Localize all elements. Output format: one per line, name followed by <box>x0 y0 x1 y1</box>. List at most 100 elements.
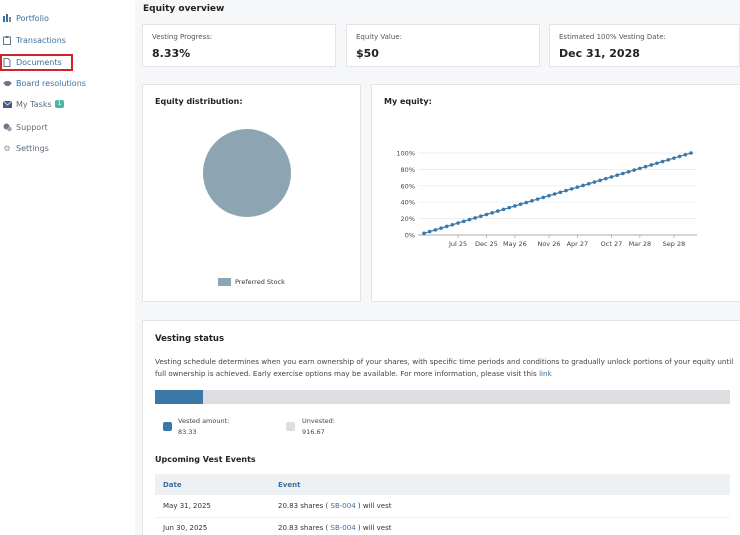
data-point <box>530 199 534 203</box>
data-point <box>564 188 568 193</box>
table-row: May 31, 2025 20.83 shares ( SB-004 ) wil… <box>155 495 730 518</box>
event-description: 20.83 shares ( SB-004 ) will vest <box>270 517 730 535</box>
stat-label: Equity Value: <box>356 33 402 41</box>
data-point <box>461 219 466 224</box>
y-tick-label: 20% <box>401 215 415 223</box>
sidebar-item-documents[interactable]: Documents <box>0 55 62 69</box>
legend-label: Preferred Stock <box>235 278 285 286</box>
sidebar: Portfolio Transactions Documents Board r… <box>0 0 135 535</box>
data-point <box>603 176 608 181</box>
y-tick-label: 40% <box>401 199 415 207</box>
data-point <box>535 197 540 201</box>
card-title: My equity: <box>384 97 432 106</box>
data-point <box>660 159 665 164</box>
x-tick-label: Jul 25 <box>448 240 467 248</box>
sidebar-item-label: Settings <box>16 143 49 153</box>
sidebar-item-label: Transactions <box>16 35 66 45</box>
x-tick-label: Sep 28 <box>663 240 686 248</box>
document-icon <box>2 57 12 67</box>
main-content: Equity overview Vesting Progress: 8.33% … <box>135 0 740 535</box>
support-icon <box>2 122 12 132</box>
page-title: Equity overview <box>143 4 225 14</box>
event-date: Jun 30, 2025 <box>155 517 270 535</box>
info-link[interactable]: link <box>539 369 552 378</box>
x-tick-label: Oct 27 <box>601 240 623 248</box>
vested-value: 83.33 <box>178 428 197 436</box>
data-point <box>541 195 546 200</box>
sidebar-item-board-resolutions[interactable]: Board resolutions <box>0 76 86 90</box>
x-tick-label: May 26 <box>503 240 527 248</box>
share-class-link[interactable]: SB-004 <box>330 501 356 510</box>
documents-highlight-box <box>0 54 73 71</box>
data-point <box>666 158 671 162</box>
data-point <box>655 161 659 166</box>
sidebar-item-label: My Tasks <box>16 99 52 109</box>
data-point <box>672 156 676 160</box>
sidebar-item-settings[interactable]: ⚙ Settings <box>0 141 49 155</box>
data-point <box>450 222 455 227</box>
vesting-progress-bar <box>155 390 730 404</box>
unvested-value: 916.67 <box>302 428 325 436</box>
data-point <box>677 154 682 159</box>
sidebar-item-label: Portfolio <box>16 13 49 23</box>
vest-events-table: Date Event May 31, 2025 20.83 shares ( S… <box>155 474 730 535</box>
data-point <box>473 216 477 220</box>
vesting-description: Vesting schedule determines when you ear… <box>155 357 734 378</box>
vesting-progress-fill <box>155 390 203 404</box>
event-date: May 31, 2025 <box>155 495 270 518</box>
vesting-status-card: Vesting status Vesting schedule determin… <box>142 320 740 535</box>
sidebar-item-label: Board resolutions <box>16 78 86 88</box>
y-tick-label: 80% <box>401 166 415 174</box>
data-point <box>427 229 432 234</box>
x-tick-label: Nov 26 <box>537 240 560 248</box>
x-tick-label: Apr 27 <box>567 240 589 248</box>
stat-value: $50 <box>356 47 379 60</box>
data-point <box>484 212 489 217</box>
data-point <box>422 231 426 236</box>
x-tick-label: Mar 28 <box>629 240 652 248</box>
pie-slice-preferred-stock <box>203 129 291 217</box>
sidebar-item-my-tasks[interactable]: My Tasks 1 <box>0 97 65 111</box>
equity-distribution-card: Equity distribution: Preferred Stock <box>142 84 361 302</box>
sidebar-item-support[interactable]: Support <box>0 120 48 134</box>
x-tick-label: Dec 25 <box>475 240 498 248</box>
share-class-link[interactable]: SB-004 <box>330 524 356 532</box>
y-tick-label: 100% <box>396 150 415 158</box>
legend-swatch <box>218 278 231 286</box>
table-row: Jun 30, 2025 20.83 shares ( SB-004 ) wil… <box>155 517 730 535</box>
data-point <box>621 171 625 176</box>
vesting-progress-card: Vesting Progress: 8.33% <box>142 24 336 67</box>
equity-line-chart: 0% 20% 40% 60% 80% 100% Jul 25 Dec 25 May 26 Nov … <box>396 150 697 248</box>
data-point <box>581 183 585 188</box>
data-point <box>689 151 693 155</box>
vested-label: Vested amount: <box>178 417 230 425</box>
data-point <box>547 193 551 198</box>
stat-label: Estimated 100% Vesting Date: <box>559 33 666 41</box>
my-equity-card: My equity: 0% 20% 40% 60% 80% 100% Jul 25 Dec 2… <box>371 84 740 302</box>
unvested-swatch <box>286 422 295 431</box>
vested-swatch <box>163 422 172 431</box>
stat-value: 8.33% <box>152 47 191 60</box>
card-title: Equity distribution: <box>155 97 243 106</box>
data-point <box>586 181 591 186</box>
data-point <box>444 224 449 229</box>
sidebar-item-transactions[interactable]: Transactions <box>0 33 66 47</box>
stat-label: Vesting Progress: <box>152 33 213 41</box>
vesting-date-card: Estimated 100% Vesting Date: Dec 31, 202… <box>549 24 740 67</box>
data-point <box>456 221 460 225</box>
data-point <box>683 152 688 157</box>
equity-value-card: Equity Value: $50 <box>346 24 540 67</box>
bar-chart-icon <box>2 13 12 23</box>
data-point <box>501 207 506 212</box>
data-point <box>490 210 494 215</box>
y-tick-label: 60% <box>401 182 415 190</box>
data-point <box>513 204 517 208</box>
gear-icon: ⚙ <box>3 143 11 153</box>
upcoming-events-title: Upcoming Vest Events <box>155 455 256 464</box>
data-point <box>479 214 483 219</box>
handshake-icon <box>2 78 12 88</box>
sidebar-item-label: Documents <box>16 57 62 67</box>
data-point <box>433 228 438 232</box>
data-point <box>643 164 648 169</box>
sidebar-item-portfolio[interactable]: Portfolio <box>0 11 49 25</box>
